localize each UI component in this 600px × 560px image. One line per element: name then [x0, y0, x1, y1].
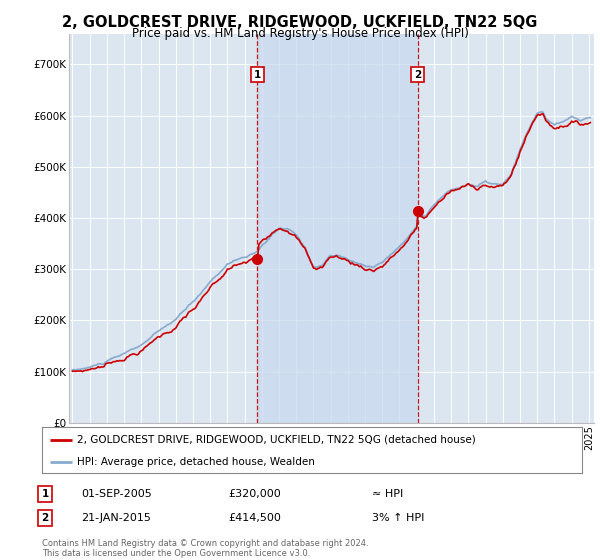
Text: 2: 2: [41, 513, 49, 523]
Bar: [257, 34, 418, 423]
Text: £414,500: £414,500: [228, 513, 281, 523]
Text: 01-SEP-2005: 01-SEP-2005: [81, 489, 152, 499]
Text: 1: 1: [254, 69, 261, 80]
Text: 2, GOLDCREST DRIVE, RIDGEWOOD, UCKFIELD, TN22 5QG: 2, GOLDCREST DRIVE, RIDGEWOOD, UCKFIELD,…: [62, 15, 538, 30]
Text: £320,000: £320,000: [228, 489, 281, 499]
Text: ≈ HPI: ≈ HPI: [372, 489, 403, 499]
Text: 21-JAN-2015: 21-JAN-2015: [81, 513, 151, 523]
Text: Price paid vs. HM Land Registry's House Price Index (HPI): Price paid vs. HM Land Registry's House …: [131, 27, 469, 40]
Text: 1: 1: [41, 489, 49, 499]
Text: 2, GOLDCREST DRIVE, RIDGEWOOD, UCKFIELD, TN22 5QG (detached house): 2, GOLDCREST DRIVE, RIDGEWOOD, UCKFIELD,…: [77, 435, 476, 445]
Text: 2: 2: [414, 69, 421, 80]
Text: 3% ↑ HPI: 3% ↑ HPI: [372, 513, 424, 523]
Text: Contains HM Land Registry data © Crown copyright and database right 2024.
This d: Contains HM Land Registry data © Crown c…: [42, 539, 368, 558]
Text: HPI: Average price, detached house, Wealden: HPI: Average price, detached house, Weal…: [77, 457, 315, 466]
